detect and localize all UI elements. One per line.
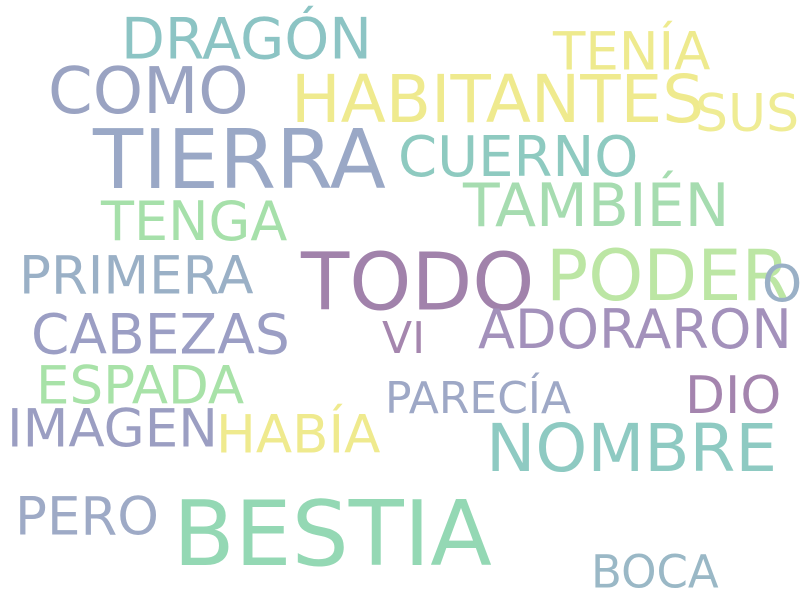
word-todo: TODO <box>301 236 535 329</box>
word-o: O <box>762 255 800 315</box>
word-cuerno: CUERNO <box>398 125 639 190</box>
word-dio: DIO <box>685 366 782 426</box>
word-tenia: TENÍA <box>553 21 711 83</box>
word-boca: BOCA <box>591 545 719 599</box>
word-espada: ESPADA <box>36 355 245 417</box>
word-poder: PODER <box>546 235 791 317</box>
word-vi: VI <box>382 313 426 364</box>
word-sus: SUS <box>695 84 800 144</box>
word-tambien: TAMBIÉN <box>463 171 730 241</box>
word-tierra: TIERRA <box>93 113 386 208</box>
word-habia: HABÍA <box>216 404 381 466</box>
word-cabezas: CABEZAS <box>31 302 290 367</box>
word-nombre: NOMBRE <box>486 410 778 487</box>
word-dragon: DRAGÓN <box>121 6 372 73</box>
word-parecia: PARECÍA <box>385 373 571 424</box>
word-bestia: BESTIA <box>173 482 492 587</box>
word-tenga: TENGA <box>101 190 288 253</box>
word-primera: PRIMERA <box>19 245 254 307</box>
word-imagen: IMAGEN <box>7 398 218 460</box>
word-como: COMO <box>48 55 249 129</box>
word-adoraron: ADORARON <box>478 298 792 361</box>
word-habitantes: HABITANTES <box>291 61 705 138</box>
word-pero: PERO <box>15 486 159 548</box>
